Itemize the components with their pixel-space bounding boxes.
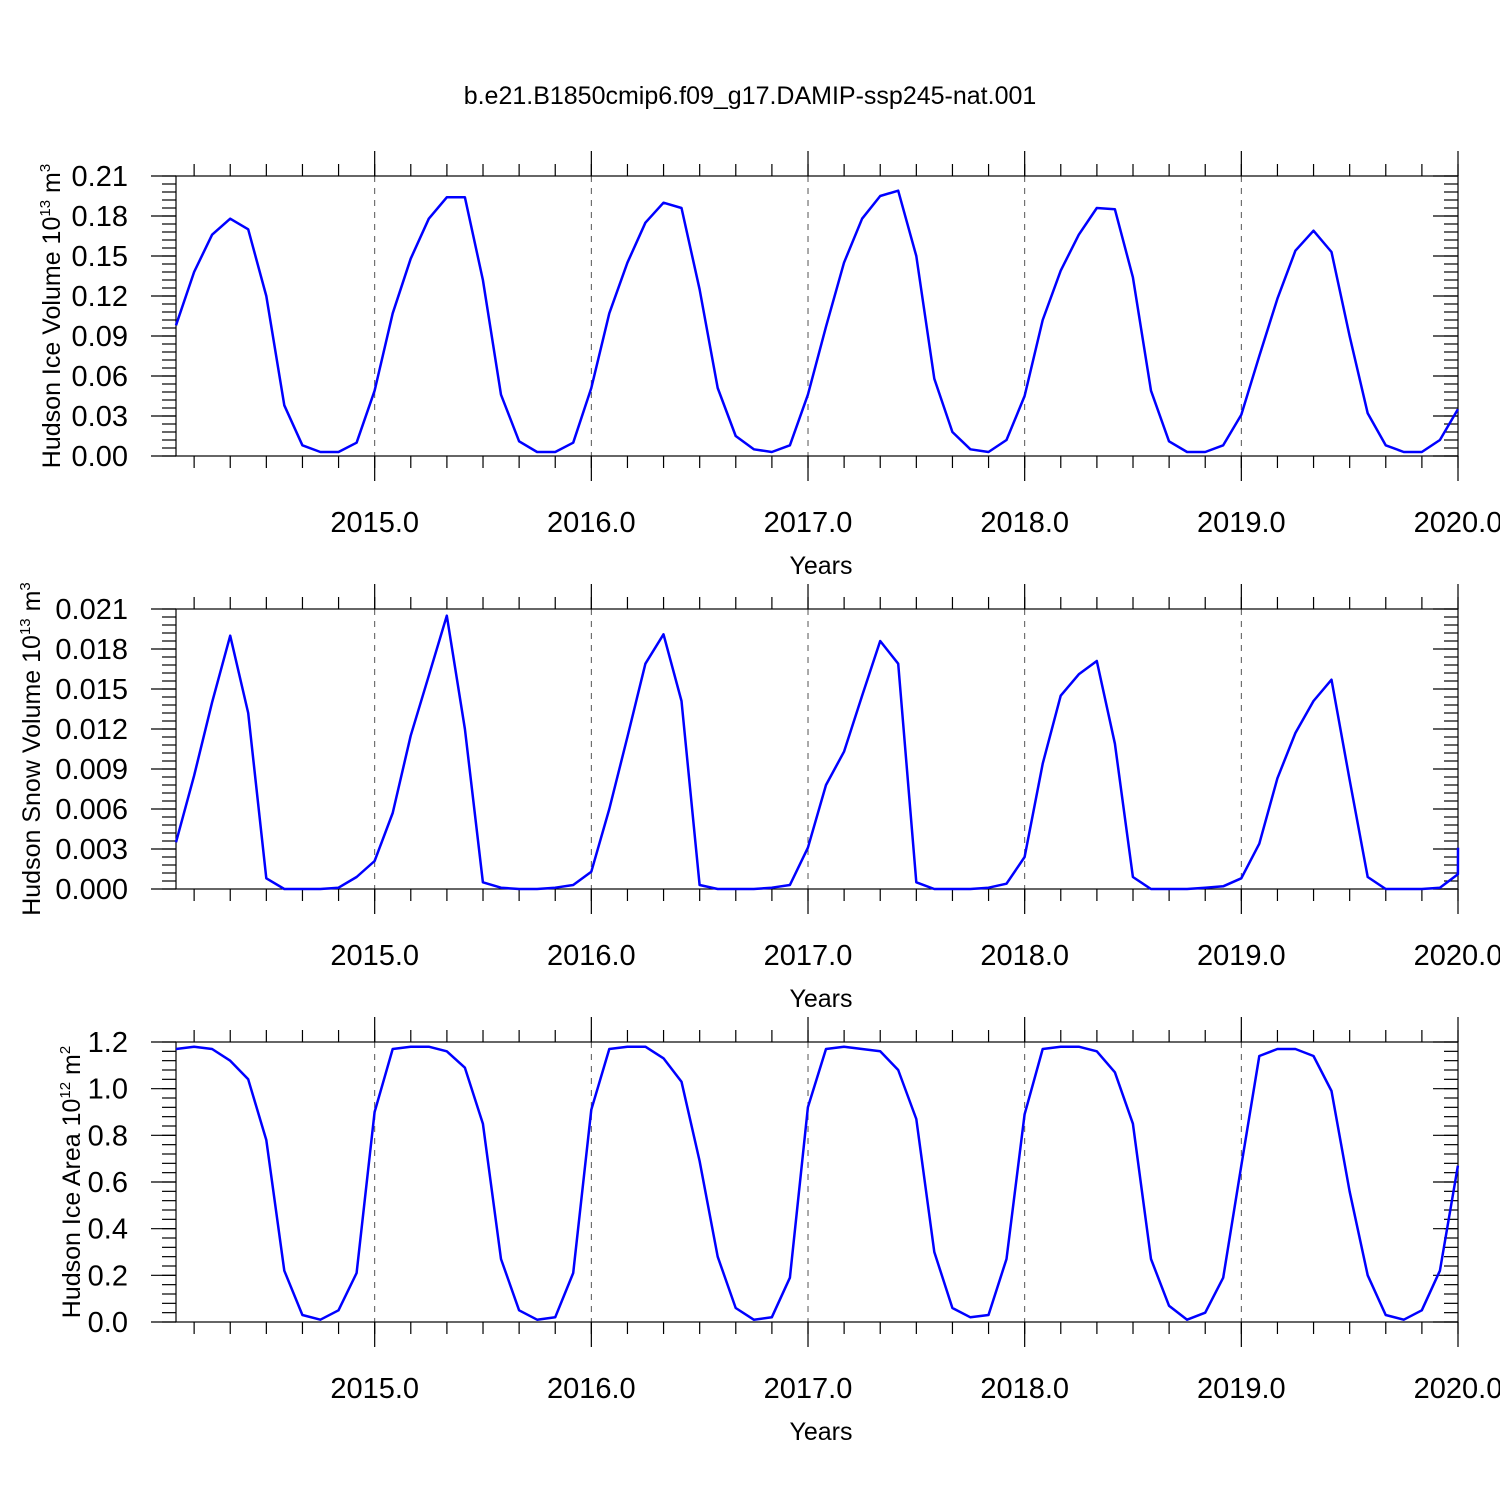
series-line [174, 614, 1460, 891]
y-tick-label: 0.6 [88, 1167, 128, 1199]
y-tick-label: 0.2 [88, 1260, 128, 1292]
x-tick-label: 2018.0 [980, 507, 1069, 539]
y-tick-label: 0.0 [88, 1307, 128, 1339]
y-tick-label: 0.015 [55, 674, 128, 706]
x-tick-label: 2019.0 [1197, 1373, 1286, 1405]
y-axis-label: Hudson Ice Area 1012 m2 [57, 1046, 86, 1318]
y-axis-label-unit-exponent: 3 [37, 164, 54, 172]
plot-frame [175, 608, 1459, 890]
y-tick-label: 0.012 [55, 714, 128, 746]
y-axis-label-text: Hudson Ice Area 10 [58, 1099, 86, 1319]
y-axis-label-exponent: 12 [57, 1082, 74, 1099]
panel-snow-volume: 2015.0 2016.0 2017.0 2018.0 2019.0 2020.0 0.00… [17, 582, 1500, 1013]
y-tick-label: 1.2 [88, 1027, 128, 1059]
y-tick-label: 0.15 [72, 241, 128, 273]
y-tick-label: 0.06 [72, 361, 128, 393]
y-tick-label: 0.00 [72, 441, 128, 473]
figure-title: b.e21.B1850cmip6.f09_g17.DAMIP-ssp245-na… [464, 82, 1037, 110]
x-tick-label: 2016.0 [547, 940, 636, 972]
series-line [174, 189, 1459, 454]
x-tick-label: 2018.0 [980, 1373, 1069, 1405]
y-tick-label: 0.09 [72, 321, 128, 353]
x-tick-label: 2017.0 [764, 507, 853, 539]
x-tick-label: 2016.0 [547, 1373, 636, 1405]
panel-ice-volume: 2015.0 2016.0 2017.0 2018.0 2019.0 2020.0 0.00… [37, 151, 1500, 580]
y-tick-label: 0.21 [72, 161, 128, 193]
x-tick-label: 2017.0 [764, 940, 853, 972]
y-axis-label-text: Hudson Snow Volume 10 [18, 635, 46, 916]
x-tick-label: 2017.0 [764, 1373, 853, 1405]
x-tick-label: 2019.0 [1197, 507, 1286, 539]
x-tick-label: 2015.0 [330, 940, 419, 972]
y-tick-label: 0.18 [72, 201, 128, 233]
x-axis-label: Years [789, 552, 852, 580]
x-tick-label: 2015.0 [330, 1373, 419, 1405]
series-line [175, 1045, 1460, 1321]
x-tick-label: 2019.0 [1197, 940, 1286, 972]
plot-frame [175, 1041, 1459, 1323]
y-tick-label: 0.009 [55, 754, 128, 786]
y-axis-label-exponent: 13 [37, 200, 54, 217]
y-axis-label-unit: m [18, 591, 46, 619]
y-tick-label: 0.03 [72, 401, 128, 433]
x-tick-label: 2020.0 [1414, 507, 1500, 539]
y-axis-label-exponent: 13 [17, 618, 34, 635]
x-tick-label: 2018.0 [980, 940, 1069, 972]
y-tick-label: 1.0 [88, 1074, 128, 1106]
y-axis-label-unit-exponent: 2 [57, 1046, 74, 1054]
x-tick-label: 2020.0 [1414, 940, 1500, 972]
x-axis-label: Years [789, 1418, 852, 1446]
y-axis-label: Hudson Snow Volume 1013 m3 [17, 582, 46, 916]
y-tick-label: 0.12 [72, 281, 128, 313]
y-tick-label: 0.003 [55, 834, 128, 866]
y-tick-label: 0.4 [88, 1214, 128, 1246]
panel-ice-area: 2015.0 2016.0 2017.0 2018.0 2019.0 2020.0 0.0 0… [57, 1017, 1500, 1446]
y-axis-label-unit: m [58, 1054, 86, 1082]
y-tick-label: 0.8 [88, 1120, 128, 1152]
y-tick-label: 0.018 [55, 634, 128, 666]
x-axis-label: Years [789, 985, 852, 1013]
x-tick-label: 2016.0 [547, 507, 636, 539]
y-tick-label: 0.000 [55, 874, 128, 906]
plot-frame [175, 175, 1459, 457]
x-tick-label: 2015.0 [330, 507, 419, 539]
y-axis-label-text: Hudson Ice Volume 10 [38, 217, 66, 469]
y-tick-label: 0.006 [55, 794, 128, 826]
y-axis-label-unit-exponent: 3 [17, 582, 34, 590]
x-tick-label: 2020.0 [1414, 1373, 1500, 1405]
y-axis-label-unit: m [38, 172, 66, 200]
y-tick-label: 0.021 [55, 594, 128, 626]
y-axis-label: Hudson Ice Volume 1013 m3 [37, 164, 66, 468]
